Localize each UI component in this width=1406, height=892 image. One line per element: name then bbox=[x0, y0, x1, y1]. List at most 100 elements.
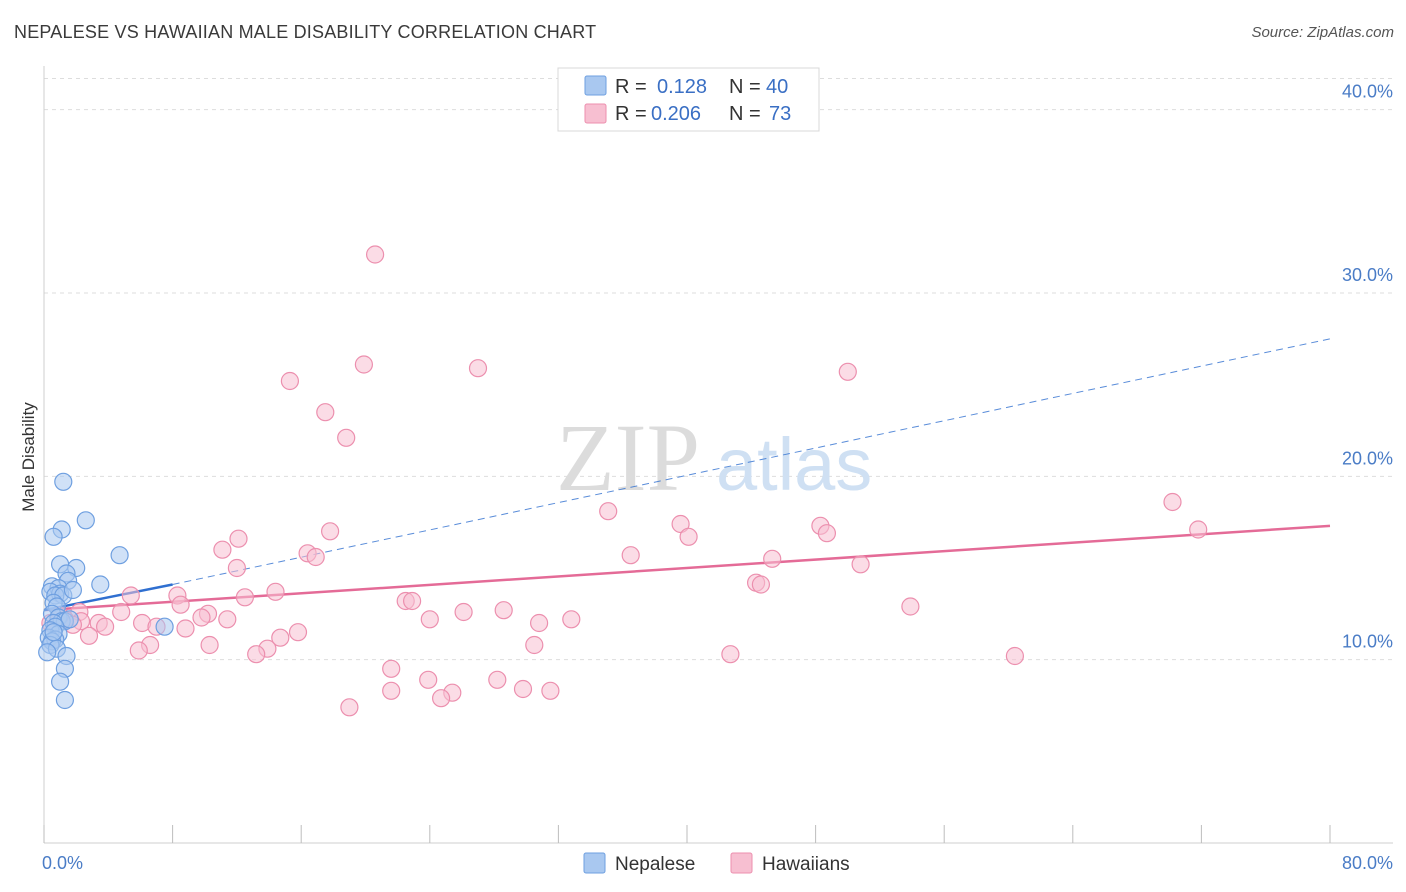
hawaiians-point-24 bbox=[751, 575, 771, 594]
series-legend: Nepalese Hawaiians bbox=[583, 852, 850, 875]
legend-r-label-hawaiians: R = bbox=[615, 103, 647, 125]
legend-swatch-nepalese bbox=[584, 75, 607, 96]
x-tick-label-max: 80.0% bbox=[1342, 853, 1393, 873]
legend-n-value-hawaiians: 73 bbox=[769, 103, 791, 125]
legend-r-value-hawaiians: 0.206 bbox=[651, 103, 701, 125]
hawaiians-point-32 bbox=[901, 597, 920, 616]
hawaiians-point-47 bbox=[95, 617, 115, 636]
hawaiians-point-3 bbox=[838, 362, 857, 381]
hawaiians-point-37 bbox=[420, 610, 439, 629]
axes bbox=[43, 66, 1393, 844]
hawaiians-point-26 bbox=[121, 586, 140, 605]
hawaiians-point-1 bbox=[354, 355, 373, 374]
hawaiians-point-64 bbox=[513, 679, 533, 699]
hawaiians-point-31 bbox=[171, 595, 190, 614]
legend-n-label-nepalese: N = bbox=[729, 76, 761, 98]
hawaiians-point-34 bbox=[454, 602, 473, 622]
hawaiians-trend-line bbox=[43, 524, 1331, 612]
x-tick-label-min: 0.0% bbox=[42, 853, 83, 873]
hawaiians-point-14 bbox=[229, 529, 248, 548]
hawaiians-point-62 bbox=[488, 670, 507, 689]
y-tick-label-40: 40.0% bbox=[1342, 82, 1393, 102]
hawaiians-point-21 bbox=[227, 558, 246, 578]
y-tick-label-10: 10.0% bbox=[1342, 632, 1393, 652]
hawaiians-point-19 bbox=[621, 546, 640, 565]
hawaiians-point-45 bbox=[529, 613, 549, 633]
hawaiians-point-61 bbox=[382, 659, 401, 678]
hawaiians-point-63 bbox=[419, 670, 438, 689]
legend-n-value-nepalese: 40 bbox=[766, 76, 788, 98]
hawaiians-point-72 bbox=[218, 610, 237, 629]
hawaiians-point-30 bbox=[403, 591, 422, 611]
watermark-atlas: atlas bbox=[716, 423, 872, 506]
hawaiians-point-11 bbox=[1189, 520, 1208, 539]
hawaiians-point-15 bbox=[817, 524, 837, 543]
y-axis-title: Male Disability bbox=[19, 402, 38, 512]
correlation-legend: R = 0.128 N = 40 R = 0.206 N = 73 bbox=[557, 67, 820, 132]
hawaiians-point-50 bbox=[288, 623, 308, 642]
nepalese-point-9 bbox=[91, 575, 110, 594]
nepalese-point-37 bbox=[55, 690, 75, 710]
nepalese-point-33 bbox=[38, 643, 57, 662]
hawaiians-point-4 bbox=[280, 371, 299, 391]
nepalese-point-16 bbox=[63, 580, 83, 600]
hawaiians-points bbox=[41, 245, 1208, 717]
bottom-legend-swatch-hawaiians bbox=[730, 852, 753, 874]
hawaiians-point-25 bbox=[266, 582, 285, 601]
source-label: Source: ZipAtlas.com bbox=[1251, 24, 1394, 41]
gridlines bbox=[44, 78, 1393, 661]
bottom-legend-label-nepalese: Nepalese bbox=[615, 854, 695, 875]
nepalese-point-38 bbox=[155, 617, 174, 636]
hawaiians-point-22 bbox=[851, 555, 870, 574]
hawaiians-point-6 bbox=[337, 428, 356, 447]
nepalese-point-4 bbox=[110, 546, 129, 565]
hawaiians-point-8 bbox=[599, 502, 618, 521]
legend-r-value-nepalese: 0.128 bbox=[657, 76, 707, 98]
chart-title: NEPALESE VS HAWAIIAN MALE DISABILITY COR… bbox=[14, 22, 597, 42]
legend-swatch-hawaiians bbox=[584, 103, 607, 124]
hawaiians-point-40 bbox=[192, 608, 211, 627]
hawaiians-point-2 bbox=[468, 359, 488, 378]
hawaiians-point-54 bbox=[200, 635, 219, 655]
hawaiians-point-59 bbox=[721, 645, 740, 664]
hawaiians-point-13 bbox=[679, 527, 698, 546]
nepalese-trend-extension bbox=[172, 338, 1331, 585]
y-tick-label-30: 30.0% bbox=[1342, 265, 1393, 285]
nepalese-point-1 bbox=[76, 511, 95, 530]
hawaiians-point-28 bbox=[235, 588, 254, 607]
watermark-zip: ZIP bbox=[556, 404, 700, 511]
bottom-legend-swatch-nepalese bbox=[583, 852, 606, 874]
hawaiians-point-5 bbox=[316, 403, 335, 422]
y-tick-labels: 10.0% 20.0% 30.0% 40.0% bbox=[1342, 82, 1393, 652]
hawaiians-point-68 bbox=[432, 689, 451, 708]
hawaiians-point-65 bbox=[541, 681, 560, 700]
hawaiians-point-33 bbox=[494, 601, 513, 620]
hawaiians-point-66 bbox=[382, 681, 401, 700]
hawaiians-point-12 bbox=[321, 522, 340, 541]
hawaiians-point-52 bbox=[271, 628, 290, 647]
hawaiians-point-51 bbox=[79, 626, 99, 645]
hawaiians-point-35 bbox=[112, 602, 131, 622]
nepalese-point-0 bbox=[54, 472, 73, 491]
y-tick-label-20: 20.0% bbox=[1342, 448, 1393, 468]
bottom-legend-label-hawaiians: Hawaiians bbox=[762, 854, 850, 875]
hawaiians-point-69 bbox=[340, 698, 359, 717]
nepalese-point-3 bbox=[44, 527, 63, 546]
nepalese-point-36 bbox=[50, 672, 70, 691]
legend-n-label-hawaiians: N = bbox=[729, 103, 761, 125]
nepalese-point-24 bbox=[60, 610, 79, 629]
hawaiians-point-57 bbox=[129, 641, 148, 660]
hawaiians-point-55 bbox=[525, 635, 544, 655]
hawaiians-point-20 bbox=[763, 549, 782, 568]
nepalese-points bbox=[38, 472, 174, 710]
hawaiians-point-7 bbox=[1163, 492, 1182, 512]
hawaiians-point-18 bbox=[306, 547, 325, 567]
legend-r-label-nepalese: R = bbox=[615, 76, 647, 98]
hawaiians-point-60 bbox=[1005, 646, 1025, 666]
hawaiians-point-38 bbox=[562, 610, 581, 629]
hawaiians-point-58 bbox=[247, 645, 266, 664]
hawaiians-point-16 bbox=[213, 540, 232, 559]
hawaiians-point-49 bbox=[176, 619, 195, 638]
nepalese-point-39 bbox=[44, 623, 63, 642]
